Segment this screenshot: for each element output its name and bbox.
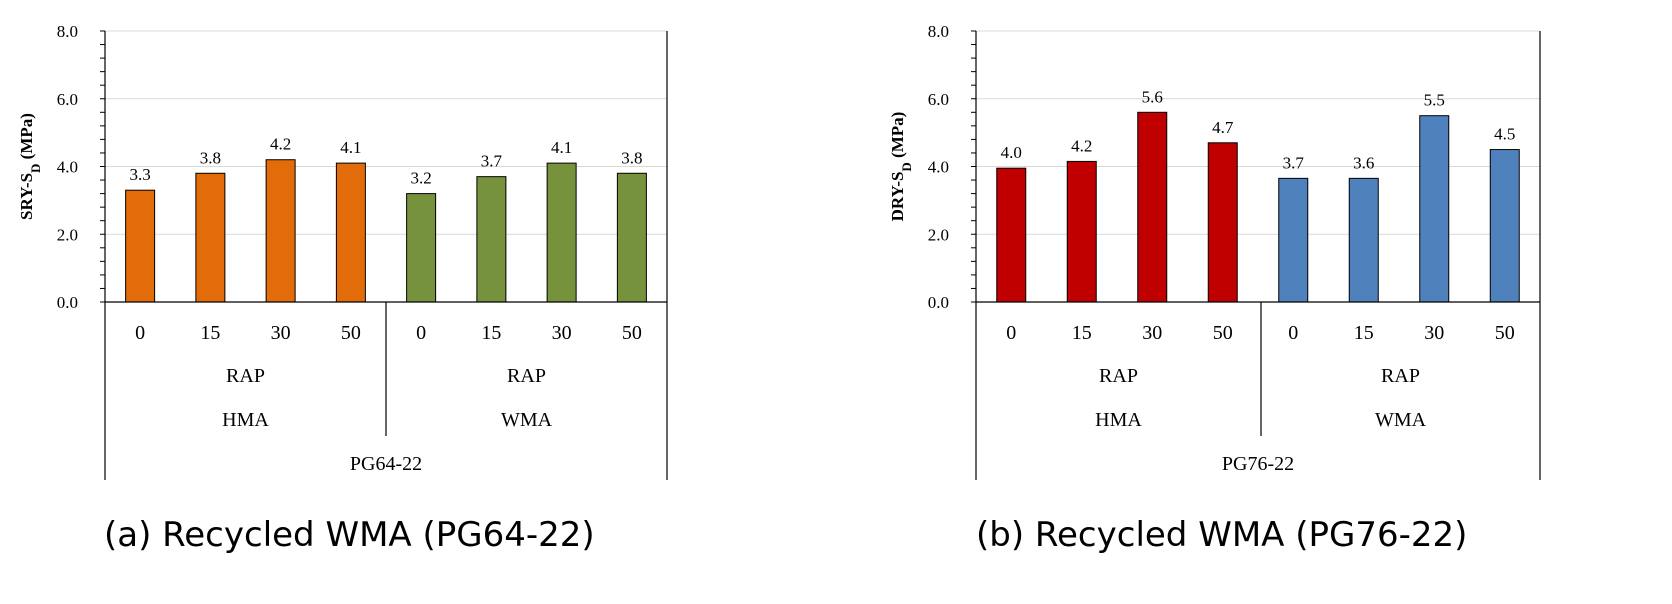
x-tick-label: 50 — [1495, 322, 1515, 344]
data-label: 3.6 — [1353, 153, 1374, 172]
y-tick-label: 2.0 — [928, 225, 949, 244]
data-label: 3.2 — [411, 169, 432, 188]
y-axis-label-subscript: D — [899, 162, 914, 171]
y-axis-label-main: SRY-S — [17, 173, 36, 220]
rap-label: RAP — [226, 365, 265, 387]
y-axis-label-unit: (MPa) — [888, 112, 907, 163]
x-tick-label: 0 — [416, 322, 426, 344]
data-label: 3.7 — [1283, 153, 1305, 172]
bar — [335, 162, 366, 303]
bar — [1207, 142, 1238, 303]
y-axis-label-subscript: D — [28, 164, 43, 173]
bar — [406, 193, 437, 303]
x-tick-label: 0 — [135, 322, 145, 344]
rap-label: RAP — [1381, 365, 1420, 387]
rap-label: RAP — [1099, 365, 1138, 387]
x-tick-label: 15 — [200, 322, 220, 344]
y-axis-label-unit: (MPa) — [17, 113, 36, 164]
x-tick-label: 30 — [1142, 322, 1162, 344]
data-label: 3.8 — [200, 148, 221, 167]
data-label: 4.0 — [1001, 143, 1022, 162]
chart-b: 0.0 2.0 4.0 6.0 8.0 DRY-SD (MPa) 4.0 0 4.2 15 5.6 3… — [888, 22, 1541, 555]
y-tick-label: 2.0 — [57, 225, 78, 244]
data-label: 4.2 — [1071, 136, 1092, 155]
y-axis-label: DRY-SD (MPa) — [888, 112, 914, 222]
y-tick-label: 0.0 — [57, 293, 78, 312]
data-label: 3.7 — [481, 152, 503, 171]
bar — [195, 172, 226, 303]
x-tick-label: 15 — [1354, 322, 1374, 344]
mix-type-label: HMA — [222, 409, 269, 431]
chart-caption: (a) Recycled WMA (PG64-22) — [104, 515, 595, 555]
x-tick-label: 50 — [341, 322, 361, 344]
binder-label: PG64-22 — [350, 453, 422, 475]
x-tick-label: 50 — [622, 322, 642, 344]
y-tick-label: 6.0 — [928, 90, 949, 109]
data-label: 5.5 — [1424, 91, 1445, 110]
bar — [1137, 111, 1168, 303]
bar — [1419, 115, 1450, 303]
data-label: 4.1 — [551, 138, 572, 157]
chart-a: 0.0 2.0 4.0 6.0 8.0 SRY-SD (MPa) 3.3 0 3.8 15 4.2 3… — [17, 22, 668, 555]
bar — [125, 189, 156, 303]
rap-label: RAP — [507, 365, 546, 387]
y-tick-label: 6.0 — [57, 90, 78, 109]
x-tick-label: 30 — [552, 322, 572, 344]
bar — [265, 159, 296, 303]
x-tick-label: 30 — [1424, 322, 1444, 344]
y-tick-label: 8.0 — [57, 22, 78, 41]
data-label: 3.3 — [130, 165, 151, 184]
x-tick-label: 0 — [1288, 322, 1298, 344]
mix-type-label: WMA — [501, 409, 553, 431]
x-tick-label: 0 — [1006, 322, 1016, 344]
data-label: 4.2 — [270, 135, 291, 154]
y-axis-label-main: DRY-S — [888, 172, 907, 222]
y-axis-label: SRY-SD (MPa) — [17, 113, 43, 220]
chart-caption: (b) Recycled WMA (PG76-22) — [976, 515, 1467, 555]
bar — [1489, 149, 1520, 303]
bar — [616, 172, 647, 303]
binder-label: PG76-22 — [1222, 453, 1294, 475]
data-label: 5.6 — [1142, 87, 1163, 106]
mix-type-label: WMA — [1375, 409, 1427, 431]
data-label: 4.5 — [1494, 125, 1515, 144]
y-tick-label: 4.0 — [928, 158, 949, 177]
bar — [996, 167, 1027, 303]
bar — [1066, 160, 1097, 303]
data-label: 3.8 — [621, 148, 642, 167]
y-tick-label: 8.0 — [928, 22, 949, 41]
bar — [546, 162, 577, 303]
x-tick-label: 50 — [1213, 322, 1233, 344]
x-tick-label: 30 — [271, 322, 291, 344]
mix-type-label: HMA — [1095, 409, 1142, 431]
data-label: 4.7 — [1212, 118, 1234, 137]
bar — [1348, 177, 1379, 303]
data-label: 4.1 — [340, 138, 361, 157]
y-tick-label: 0.0 — [928, 293, 949, 312]
bar — [476, 176, 507, 303]
x-tick-label: 15 — [1072, 322, 1092, 344]
x-tick-label: 15 — [481, 322, 501, 344]
bar — [1278, 177, 1309, 303]
y-tick-label: 4.0 — [57, 158, 78, 177]
